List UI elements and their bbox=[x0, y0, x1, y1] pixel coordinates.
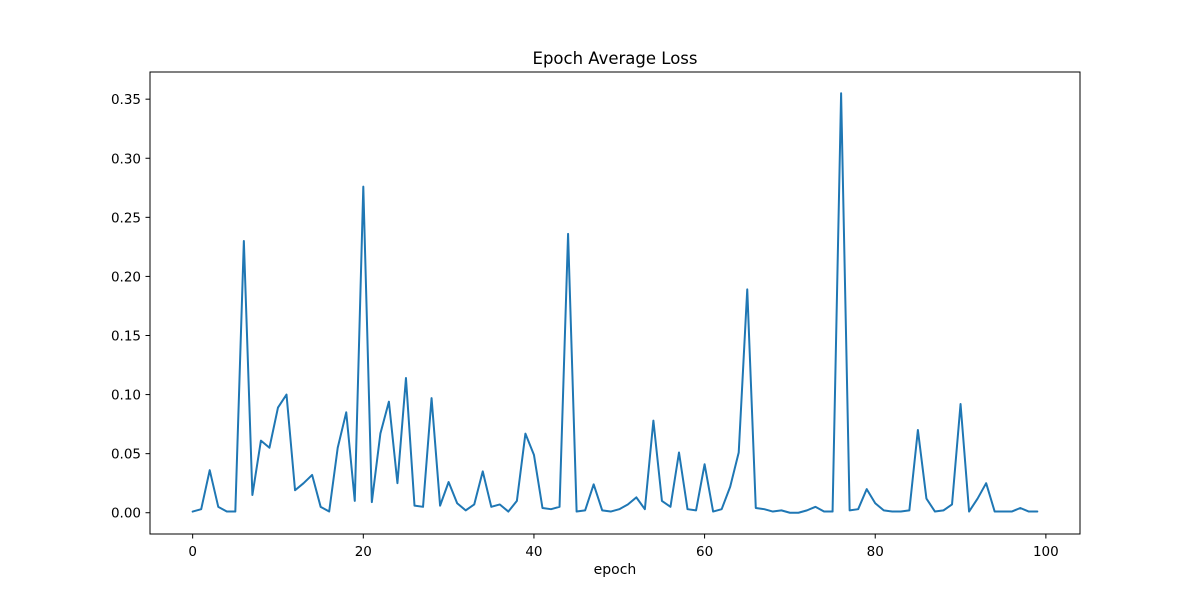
y-tick-label: 0.20 bbox=[111, 269, 141, 285]
y-tick-label: 0.10 bbox=[111, 388, 141, 404]
x-tick-label: 60 bbox=[696, 544, 713, 560]
y-tick-label: 0.35 bbox=[111, 92, 141, 108]
y-tick-label: 0.05 bbox=[111, 447, 141, 463]
y-tick-label: 0.00 bbox=[111, 506, 141, 522]
x-tick-label: 20 bbox=[355, 544, 372, 560]
x-tick-label: 80 bbox=[867, 544, 884, 560]
x-tick-label: 0 bbox=[188, 544, 197, 560]
y-axis: 0.00 0.05 0.10 0.15 0.20 0.25 0.30 0.35 bbox=[111, 92, 150, 522]
chart-title: Epoch Average Loss bbox=[533, 49, 698, 68]
series-line bbox=[191, 92, 1039, 514]
y-tick-label: 0.15 bbox=[111, 328, 141, 344]
x-tick-label: 100 bbox=[1033, 544, 1059, 560]
x-axis: 0 20 40 60 80 100 bbox=[188, 534, 1059, 560]
plot-frame bbox=[149, 71, 1081, 535]
x-axis-label: epoch bbox=[594, 562, 637, 578]
x-tick-label: 40 bbox=[525, 544, 542, 560]
y-tick-label: 0.30 bbox=[111, 151, 141, 167]
y-tick-label: 0.25 bbox=[111, 210, 141, 226]
